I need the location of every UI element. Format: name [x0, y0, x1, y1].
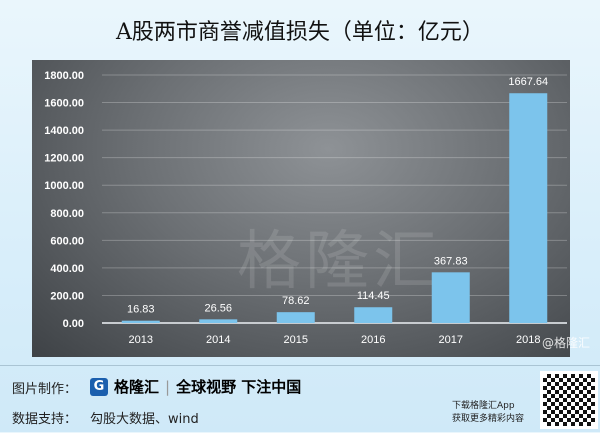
- footer: 图片制作： G 格隆汇 | 全球视野 下注中国 数据支持： 勾股大数据、wind 下载…: [0, 365, 600, 433]
- logo-icon: G: [90, 377, 108, 396]
- x-tick-label: 2013: [129, 334, 153, 346]
- x-tick-label: 2014: [206, 334, 230, 346]
- y-tick-label: 1200.00: [44, 153, 84, 165]
- x-tick-label: 2017: [439, 334, 463, 346]
- y-tick-label: 1400.00: [44, 125, 84, 137]
- x-tick-label: 2018: [516, 334, 540, 346]
- y-tick-label: 400.00: [50, 263, 84, 275]
- app-line1: 下载格隆汇App: [452, 401, 515, 411]
- bar-2013: [121, 320, 160, 323]
- x-tick-label: 2015: [284, 334, 308, 346]
- y-tick-label: 1600.00: [44, 98, 84, 110]
- y-tick-label: 0.00: [63, 318, 84, 330]
- qr-code: [540, 371, 598, 429]
- bar-2014: [199, 319, 238, 323]
- made-by-label: 图片制作：: [12, 382, 78, 397]
- data-label: 26.56: [204, 302, 232, 314]
- y-tick-label: 600.00: [50, 235, 84, 247]
- source-text: 勾股大数据、wind: [90, 412, 199, 427]
- bar-2018: [509, 93, 548, 323]
- y-tick-label: 200.00: [50, 290, 84, 302]
- logo-text: 格隆汇: [114, 378, 160, 396]
- data-label: 78.62: [282, 295, 310, 307]
- data-label: 1667.64: [508, 76, 548, 88]
- chart-panel: 格隆汇 0.00 200.00 400.00 600.00 800.00 1000.00 1…: [32, 60, 590, 357]
- slogan: 全球视野 下注中国: [176, 378, 302, 396]
- data-label: 114.45: [357, 290, 390, 302]
- chart-title: A股两市商誉减值损失（单位：亿元）: [116, 20, 484, 45]
- data-label: 367.83: [434, 255, 468, 267]
- bar-chart: 0.00 200.00 400.00 600.00 800.00 1000.00 1200.…: [44, 70, 567, 346]
- brand-logo: G 格隆汇 | 全球视野 下注中国: [90, 376, 301, 397]
- data-label: 16.83: [127, 304, 155, 316]
- y-tick-label: 1800.00: [44, 70, 84, 82]
- y-tick-label: 1000.00: [44, 180, 84, 192]
- source-label: 数据支持：: [12, 412, 78, 427]
- watermark: 格隆汇: [237, 225, 441, 299]
- y-tick-label: 800.00: [50, 208, 84, 220]
- bar-2017: [431, 272, 470, 323]
- app-line2: 获取更多精彩内容: [452, 414, 525, 424]
- x-tick-label: 2016: [361, 334, 385, 346]
- bar-2016: [354, 307, 393, 323]
- corner-watermark: @格隆汇: [542, 336, 591, 350]
- bar-2015: [276, 312, 315, 323]
